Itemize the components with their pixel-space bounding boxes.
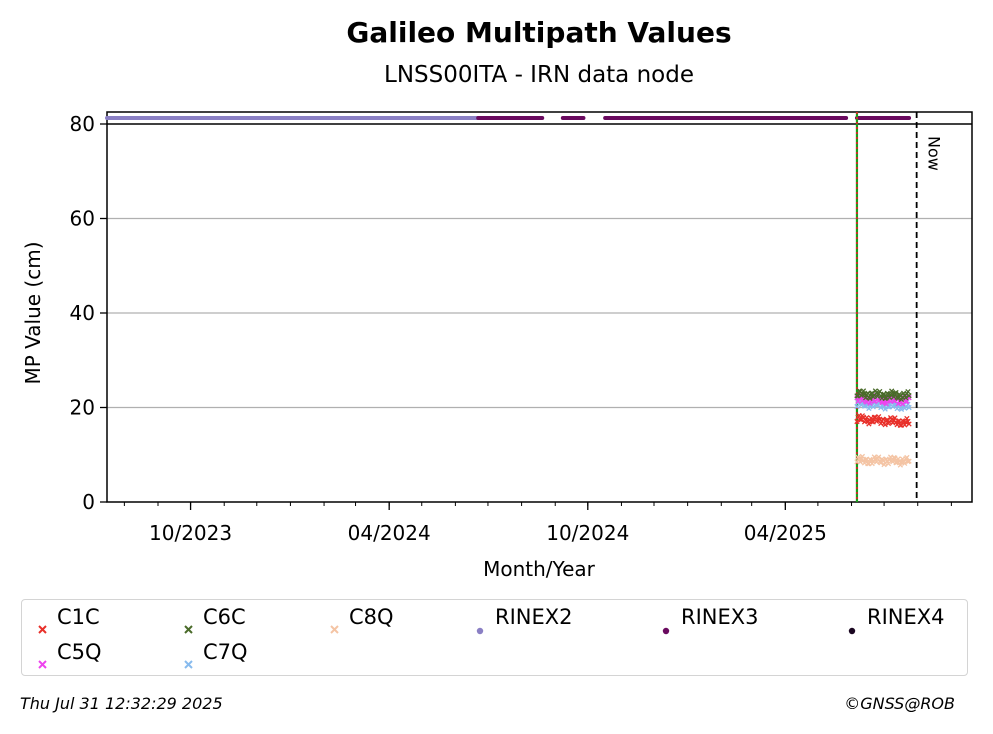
now-label: Now — [925, 136, 944, 171]
dot-marker-icon — [662, 616, 670, 640]
dot-marker-icon — [476, 616, 484, 640]
marker-c6c — [906, 393, 912, 399]
marker-c1c — [880, 416, 886, 422]
marker-c8q — [876, 454, 882, 460]
y-tick-label: 0 — [82, 490, 95, 514]
legend-label: RINEX3 — [681, 605, 759, 629]
marker-c5q — [904, 398, 910, 404]
marker-c7q — [882, 406, 888, 412]
marker-c5q — [871, 398, 877, 405]
legend-label: C1C — [57, 605, 100, 629]
chart-legend: C1C C6C C8Q RINEX2 RINEX3 RINEX4 C5Q C7Q — [21, 599, 968, 676]
marker-c1c — [857, 416, 863, 423]
marker-c1c — [876, 413, 882, 420]
x-tick-label: 10/2024 — [546, 521, 629, 545]
x-axis-label: Month/Year — [483, 557, 596, 581]
marker-c7q — [885, 404, 892, 410]
cross-marker-icon — [38, 615, 47, 639]
x-tick-label: 04/2024 — [348, 521, 431, 545]
legend-label: RINEX2 — [495, 605, 573, 629]
chart-title: Galileo Multipath Values — [346, 16, 731, 49]
legend-label: C5Q — [57, 640, 102, 664]
marker-c1c — [854, 418, 860, 425]
marker-c7q — [898, 406, 905, 413]
marker-c7q — [906, 404, 912, 411]
y-axis-label: MP Value (cm) — [21, 241, 45, 384]
copyright-label: ©GNSS@ROB — [844, 694, 955, 713]
marker-c6c — [905, 388, 911, 395]
marker-c8q — [904, 454, 910, 461]
plot-frame — [106, 111, 973, 503]
legend-label: C7Q — [203, 640, 248, 664]
marker-c1c — [904, 415, 910, 422]
marker-c6c — [854, 393, 860, 399]
marker-c6c — [903, 395, 909, 401]
legend-label: C8Q — [349, 605, 394, 629]
y-tick-label: 20 — [70, 396, 95, 420]
marker-c6c — [893, 389, 899, 396]
cross-marker-icon — [184, 615, 193, 639]
cross-marker-icon — [184, 650, 193, 674]
marker-c7q — [873, 402, 880, 408]
marker-c8q — [902, 460, 908, 466]
cross-marker-icon — [330, 615, 339, 639]
marker-c8q — [906, 458, 912, 464]
cross-marker-icon — [38, 650, 47, 674]
marker-c6c — [867, 395, 873, 401]
dot-marker-icon — [848, 616, 856, 640]
x-tick-label: 10/2023 — [149, 521, 232, 545]
multipath-chart: Galileo Multipath Values LNSS00ITA - IRN … — [21, 16, 973, 581]
y-tick-label: 60 — [70, 207, 95, 231]
marker-c1c — [882, 422, 888, 428]
x-tick-label: 04/2025 — [744, 521, 827, 545]
legend-label: RINEX4 — [867, 605, 945, 629]
marker-c1c — [906, 421, 912, 427]
legend-label: C6C — [203, 605, 246, 629]
y-tick-label: 80 — [70, 112, 95, 136]
timestamp-label: Thu Jul 31 12:32:29 2025 — [20, 694, 223, 713]
y-tick-label: 40 — [70, 301, 95, 325]
chart-subtitle: LNSS00ITA - IRN data node — [384, 62, 694, 88]
marker-c1c — [866, 421, 872, 427]
